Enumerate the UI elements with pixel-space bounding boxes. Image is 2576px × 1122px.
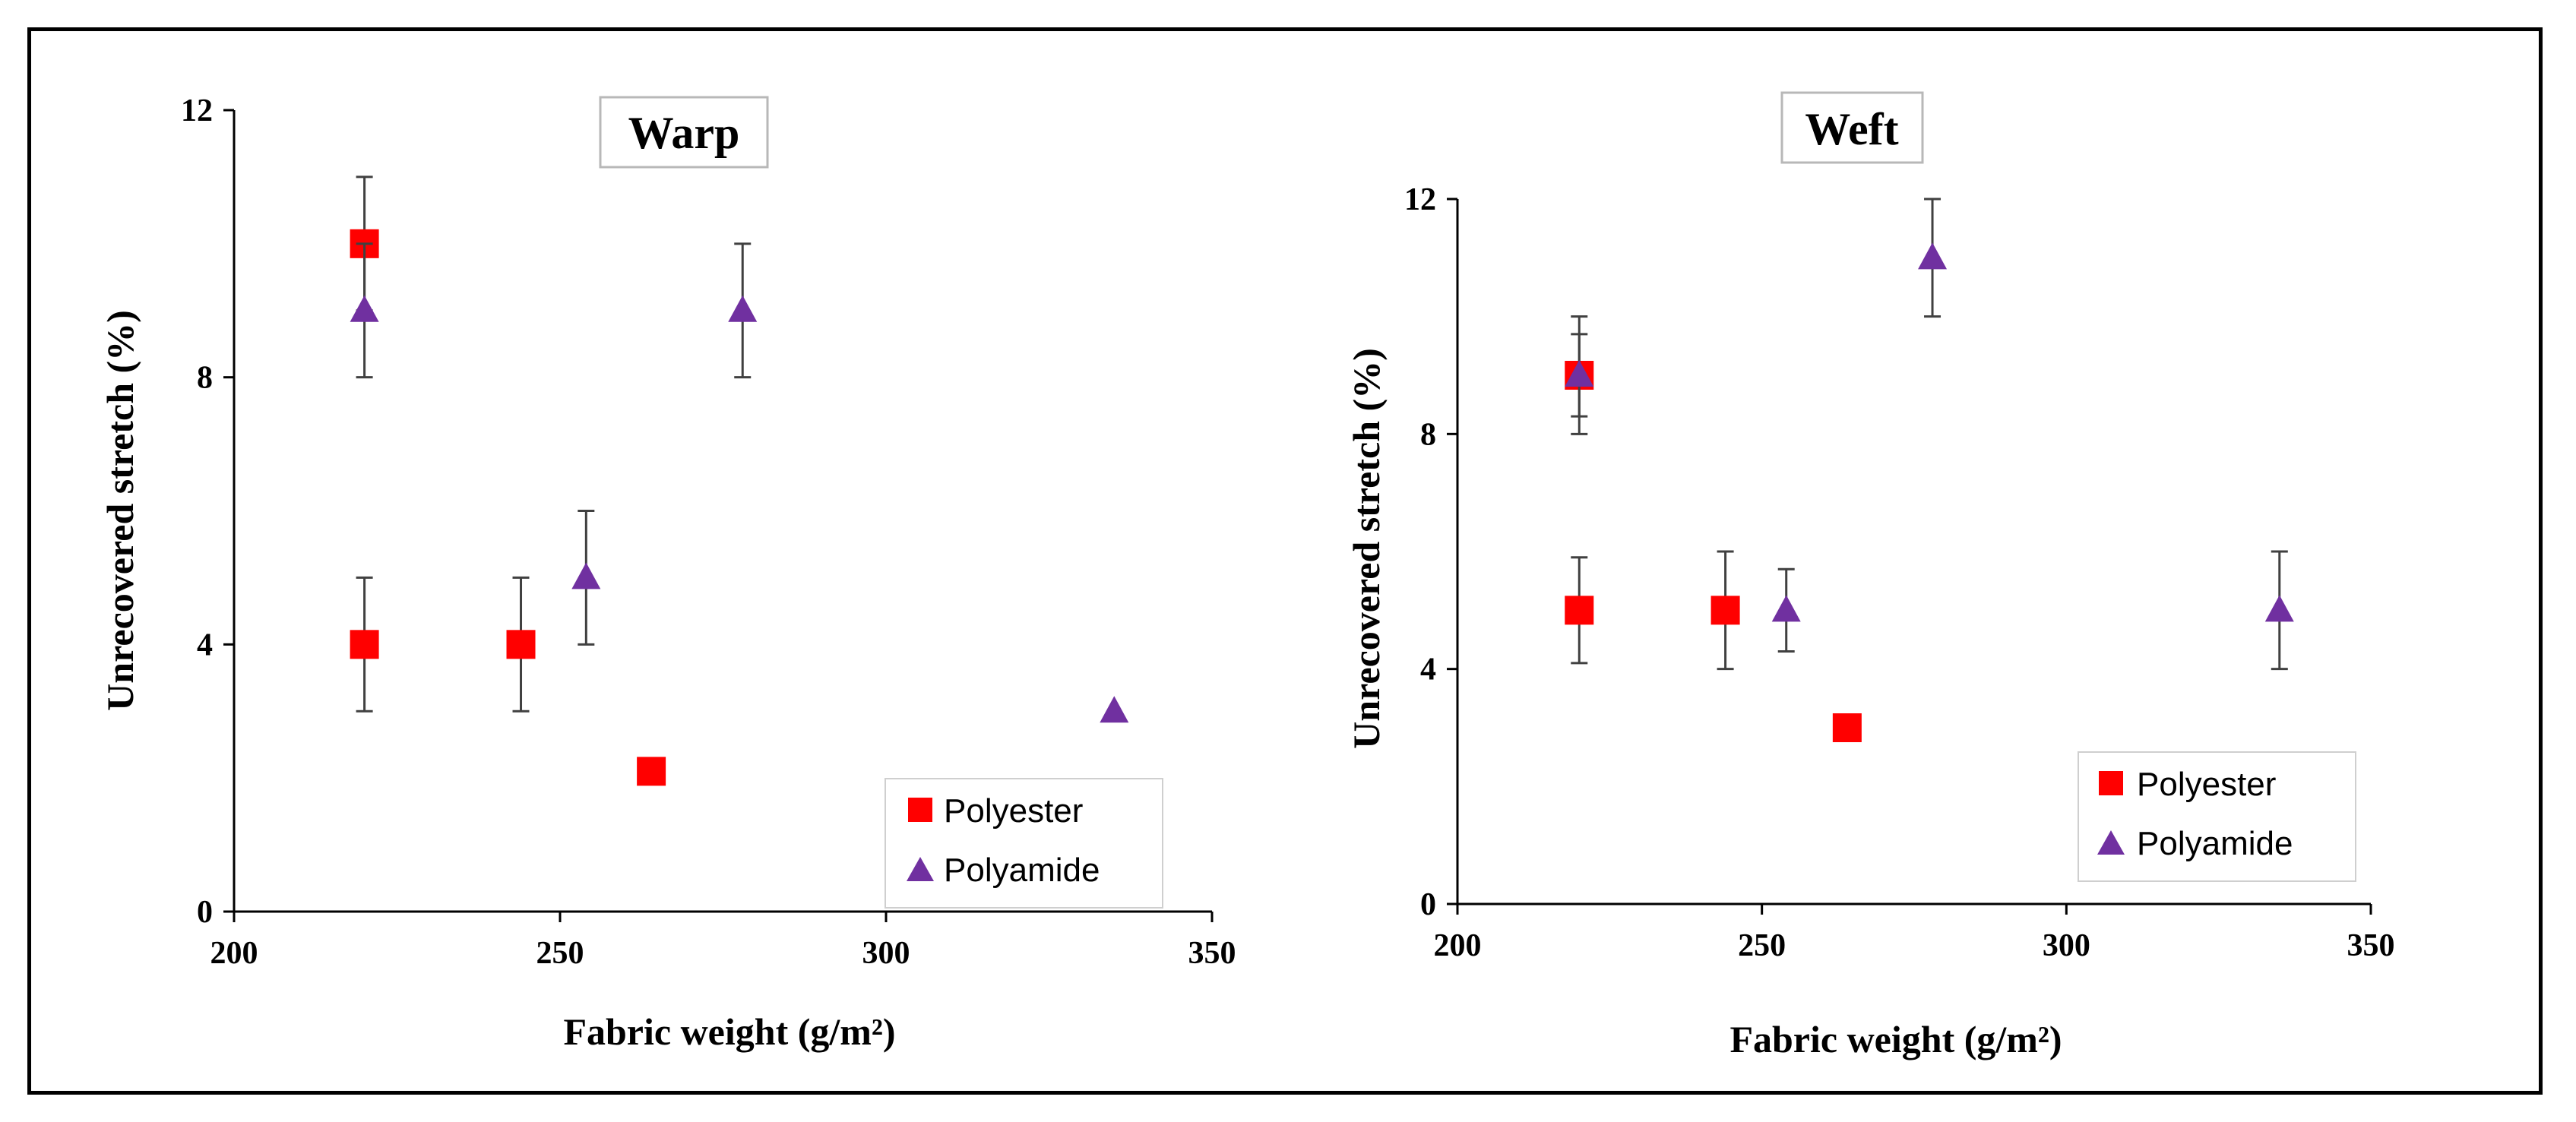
warp-x-tick-label: 200 bbox=[210, 936, 258, 971]
weft-legend-polyester-marker bbox=[2099, 771, 2123, 795]
warp-polyester-point bbox=[637, 757, 666, 786]
warp-y-tick-label: 4 bbox=[197, 627, 213, 662]
weft-polyamide-point bbox=[1565, 360, 1594, 387]
warp-y-axis-title: Unrecovered stretch (%) bbox=[99, 310, 141, 711]
warp-title-box bbox=[599, 96, 769, 169]
weft-legend-polyamide-marker bbox=[2097, 830, 2125, 855]
weft-title-box bbox=[1780, 91, 1924, 164]
warp-legend-polyester-marker bbox=[908, 798, 932, 822]
warp-x-tick-label: 300 bbox=[862, 936, 910, 971]
warp-y-tick-label: 8 bbox=[197, 361, 213, 396]
weft-y-tick-label: 8 bbox=[1420, 417, 1436, 452]
weft-y-tick-label: 0 bbox=[1420, 887, 1436, 922]
warp-legend-polyester-label: Polyester bbox=[944, 792, 1083, 830]
warp-chart-panel: 0 4 8 12 200 250 300 350 Warp Fabric weight (g/… bbox=[99, 93, 1236, 1053]
warp-polyamide-point bbox=[1100, 696, 1129, 723]
weft-x-tick-label: 350 bbox=[2347, 928, 2395, 963]
weft-x-tick-label: 250 bbox=[1738, 928, 1786, 963]
weft-chart-title: Weft bbox=[1805, 104, 1898, 154]
figure-frame bbox=[27, 27, 2543, 1095]
weft-polyamide-point bbox=[1918, 242, 1948, 270]
weft-legend-polyamide-label: Polyamide bbox=[2137, 825, 2293, 862]
warp-legend-polyamide-marker bbox=[907, 857, 934, 881]
weft-x-tick-label: 300 bbox=[2043, 928, 2090, 963]
warp-polyamide-point bbox=[571, 562, 601, 589]
weft-y-tick-label: 12 bbox=[1404, 182, 1436, 217]
weft-chart-panel: 0 4 8 12 200 250 300 350 Weft Fabric weight (g/… bbox=[1345, 91, 2395, 1060]
warp-x-tick-label: 350 bbox=[1188, 936, 1236, 971]
weft-legend: Polyester Polyamide bbox=[2078, 751, 2356, 882]
weft-polyester-point bbox=[1565, 596, 1594, 625]
warp-y-tick-label: 0 bbox=[197, 895, 213, 930]
weft-polyester-point bbox=[1832, 713, 1862, 742]
weft-x-axis-title: Fabric weight (g/m²) bbox=[1729, 1018, 2062, 1060]
warp-x-tick-label: 250 bbox=[536, 936, 584, 971]
warp-legend: Polyester Polyamide bbox=[885, 778, 1163, 909]
weft-y-axis-title: Unrecovered stretch (%) bbox=[1345, 348, 1388, 749]
warp-y-tick-label: 12 bbox=[181, 93, 213, 128]
weft-legend-polyester-label: Polyester bbox=[2137, 766, 2276, 803]
warp-polyester-point bbox=[506, 630, 536, 659]
weft-x-tick-label: 200 bbox=[1434, 928, 1482, 963]
weft-polyamide-point bbox=[1771, 595, 1801, 622]
warp-polyamide-point bbox=[350, 295, 379, 322]
warp-polyester-point bbox=[350, 630, 379, 659]
warp-polyamide-point bbox=[728, 295, 758, 322]
weft-polyamide-point bbox=[2264, 595, 2294, 622]
warp-legend-polyamide-label: Polyamide bbox=[944, 852, 1100, 889]
weft-legend-box bbox=[2078, 751, 2356, 882]
warp-chart-title: Warp bbox=[628, 108, 740, 158]
weft-y-tick-label: 4 bbox=[1420, 653, 1436, 687]
warp-x-axis-title: Fabric weight (g/m²) bbox=[563, 1010, 895, 1053]
weft-polyester-point bbox=[1710, 596, 1740, 625]
